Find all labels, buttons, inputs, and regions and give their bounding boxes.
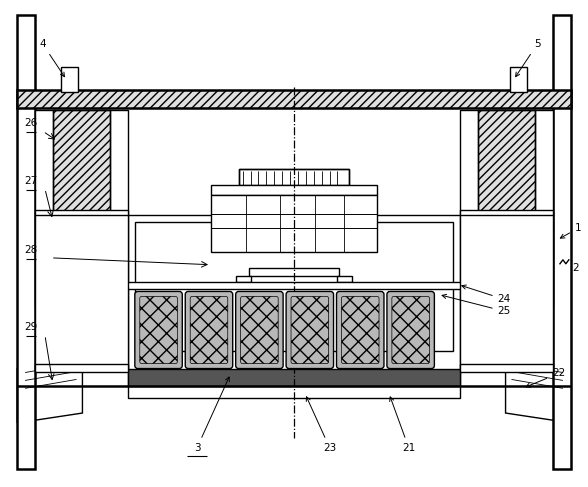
Text: 26: 26: [25, 118, 38, 129]
FancyBboxPatch shape: [135, 291, 182, 369]
Text: 25: 25: [442, 294, 511, 316]
Bar: [53, 110, 110, 213]
FancyBboxPatch shape: [286, 291, 333, 369]
Polygon shape: [506, 358, 571, 423]
Text: 24: 24: [462, 285, 511, 304]
Text: 4: 4: [39, 39, 65, 76]
Bar: [239, 169, 349, 187]
Bar: [460, 110, 553, 307]
Bar: [35, 210, 128, 216]
FancyBboxPatch shape: [387, 291, 435, 369]
Bar: [211, 195, 377, 252]
FancyBboxPatch shape: [185, 291, 233, 369]
Polygon shape: [17, 358, 82, 423]
Text: 21: 21: [390, 397, 415, 452]
Bar: [128, 369, 460, 386]
Text: 2: 2: [572, 262, 579, 273]
Bar: [510, 67, 527, 92]
Bar: [53, 110, 110, 213]
Bar: [35, 215, 128, 369]
Polygon shape: [211, 252, 377, 268]
Text: 22: 22: [526, 369, 565, 387]
Bar: [35, 110, 128, 307]
Bar: [239, 169, 349, 185]
Text: 1: 1: [560, 223, 582, 238]
Bar: [17, 90, 571, 108]
Bar: [120, 281, 468, 289]
Bar: [338, 276, 352, 281]
Bar: [460, 210, 553, 216]
Bar: [478, 110, 535, 213]
Bar: [61, 67, 78, 92]
Bar: [211, 185, 377, 195]
Bar: [460, 215, 553, 369]
Bar: [460, 364, 553, 372]
Bar: [35, 364, 128, 372]
Text: 23: 23: [306, 397, 336, 452]
Text: 28: 28: [25, 245, 38, 255]
Bar: [236, 276, 250, 281]
FancyBboxPatch shape: [236, 291, 283, 369]
Bar: [553, 15, 571, 469]
Bar: [128, 215, 460, 398]
Bar: [17, 15, 35, 469]
Text: 5: 5: [516, 39, 540, 76]
FancyBboxPatch shape: [336, 291, 384, 369]
Text: 29: 29: [25, 322, 38, 332]
Bar: [249, 268, 339, 276]
Text: 3: 3: [194, 377, 229, 452]
Text: 27: 27: [25, 176, 38, 186]
Bar: [478, 110, 535, 213]
Bar: [135, 222, 453, 351]
